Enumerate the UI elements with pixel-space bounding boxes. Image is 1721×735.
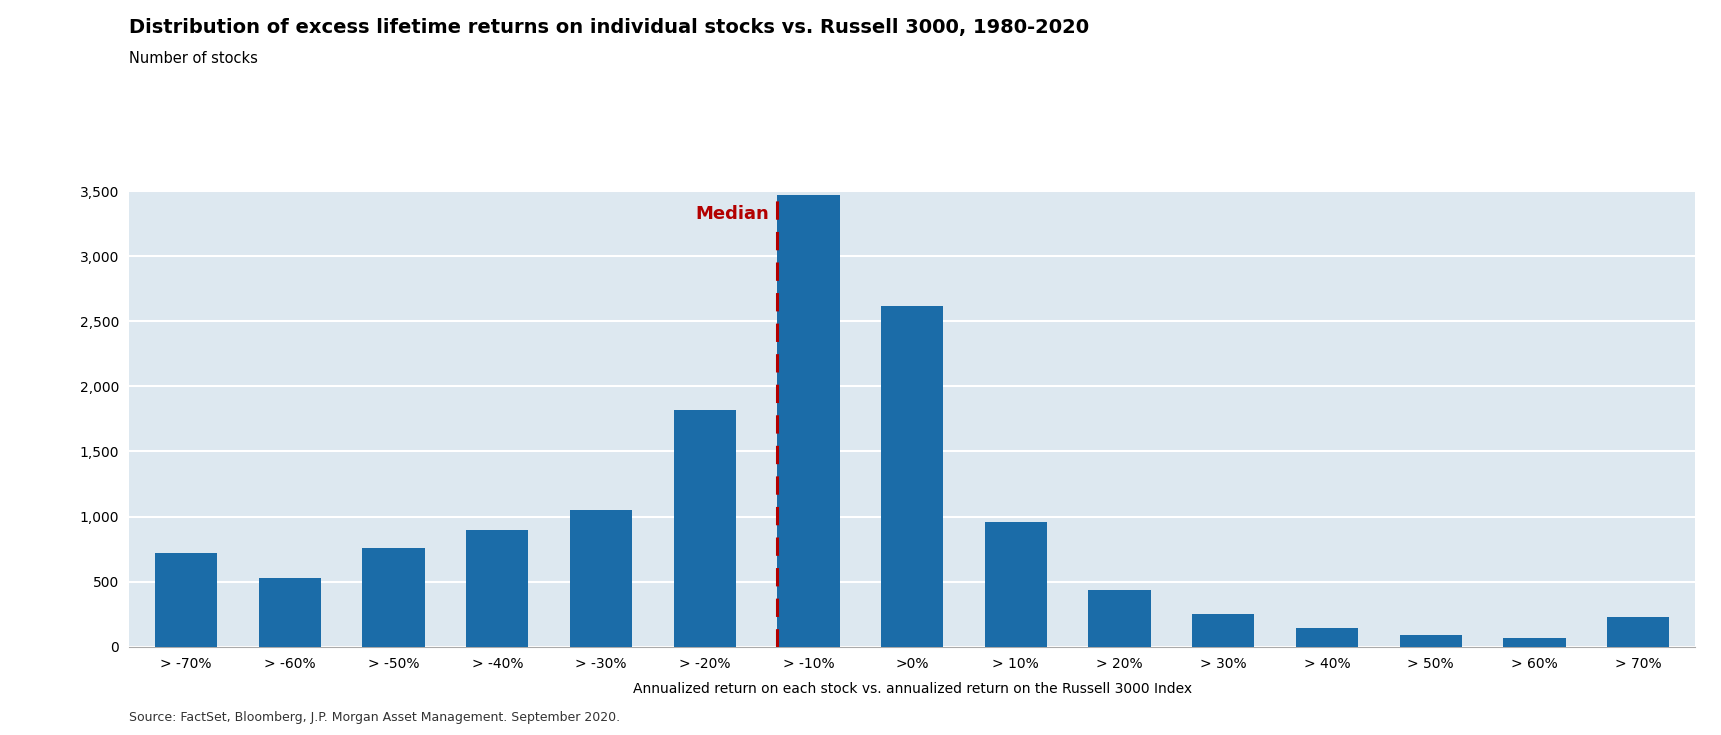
Bar <box>258 578 320 647</box>
Bar <box>155 553 217 647</box>
Bar <box>1607 617 1669 647</box>
Bar <box>778 195 840 647</box>
Bar <box>1088 589 1151 647</box>
Bar <box>1193 614 1255 647</box>
Bar <box>673 410 737 647</box>
Bar <box>1399 635 1461 647</box>
Text: Source: FactSet, Bloomberg, J.P. Morgan Asset Management. September 2020.: Source: FactSet, Bloomberg, J.P. Morgan … <box>129 711 620 724</box>
Text: Number of stocks: Number of stocks <box>129 51 258 66</box>
Bar <box>881 306 943 647</box>
Bar <box>984 522 1046 647</box>
Bar <box>1296 628 1358 647</box>
X-axis label: Annualized return on each stock vs. annualized return on the Russell 3000 Index: Annualized return on each stock vs. annu… <box>633 681 1191 695</box>
Text: Median: Median <box>695 205 769 223</box>
Text: Distribution of excess lifetime returns on individual stocks vs. Russell 3000, 1: Distribution of excess lifetime returns … <box>129 18 1089 37</box>
Bar <box>363 548 425 647</box>
Bar <box>466 530 528 647</box>
Bar <box>570 510 632 647</box>
Bar <box>1504 638 1566 647</box>
